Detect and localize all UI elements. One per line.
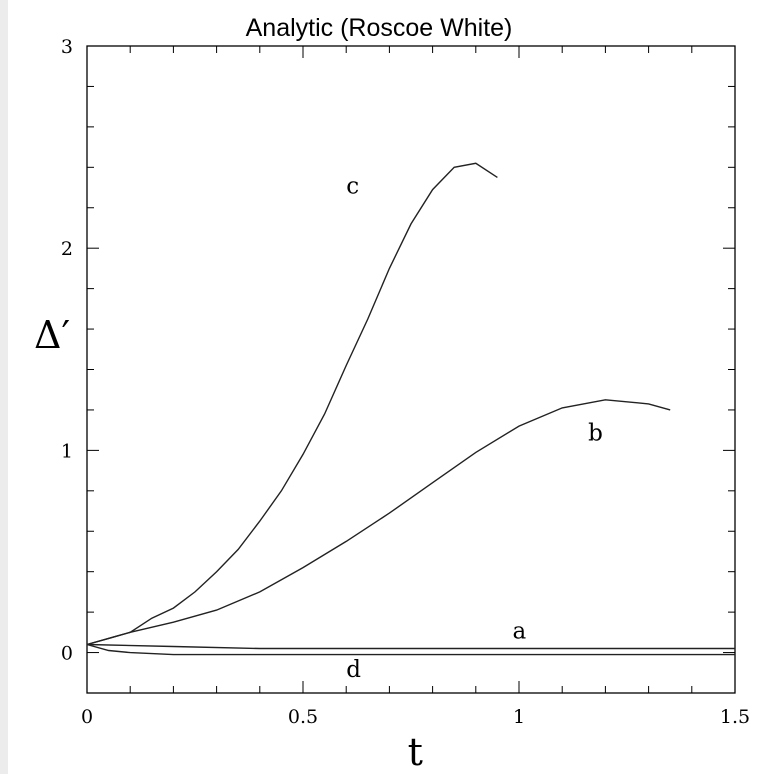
x-tick-label: 1	[513, 706, 525, 728]
series-label-b: b	[588, 420, 603, 446]
series-label-d: d	[346, 657, 361, 683]
x-tick-label: 0	[81, 706, 93, 728]
series-line-a	[86, 643, 735, 650]
series-line-d	[86, 643, 735, 656]
chart-title: Analytic (Roscoe White)	[245, 14, 513, 42]
y-tick-label: 3	[61, 36, 73, 58]
series-layer: a b c d	[86, 162, 735, 683]
y-tick-label: 0	[61, 643, 73, 665]
axes: 0 0.5 1 1.5 0 1 2 3	[61, 36, 750, 728]
y-tick-label: 2	[61, 238, 73, 260]
x-axis-label: t	[408, 730, 423, 774]
series-label-a: a	[513, 618, 527, 644]
series-line-b	[86, 399, 671, 646]
x-tick-label: 1.5	[720, 706, 750, 728]
y-axis-label: Δ′	[34, 313, 70, 357]
series-line-c	[86, 162, 498, 646]
x-tick-label: 0.5	[288, 706, 318, 728]
series-label-c: c	[346, 174, 359, 200]
plot-frame	[86, 45, 736, 694]
y-tick-label: 1	[61, 440, 73, 462]
